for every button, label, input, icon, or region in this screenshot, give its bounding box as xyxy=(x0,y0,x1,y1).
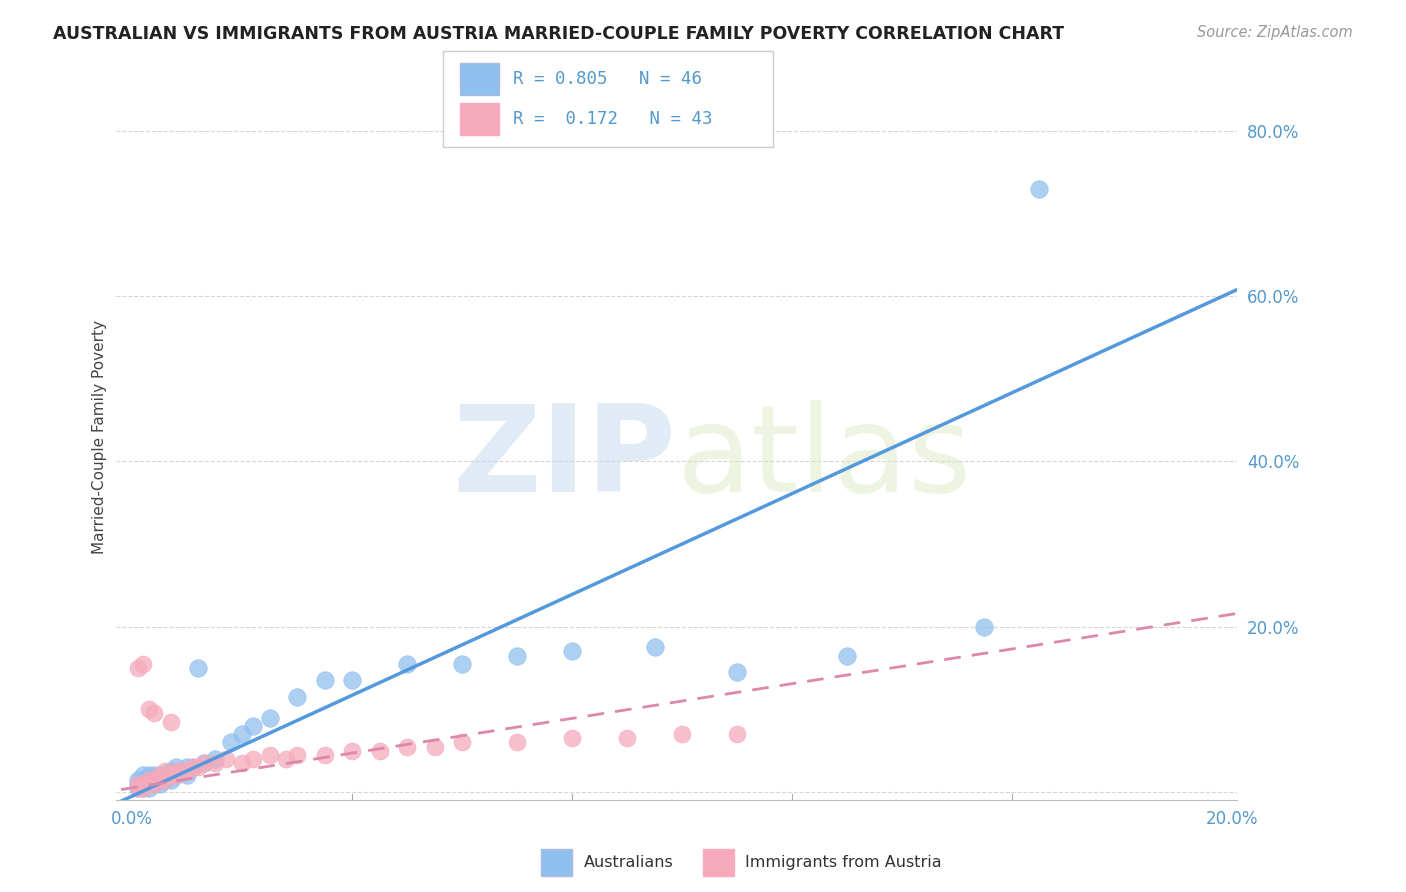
Point xyxy=(181,760,204,774)
Point xyxy=(149,777,172,791)
Point xyxy=(127,661,149,675)
Point xyxy=(314,747,336,762)
Point xyxy=(165,768,187,782)
Point xyxy=(193,756,215,770)
Point xyxy=(143,777,166,791)
Point xyxy=(149,768,172,782)
Point xyxy=(204,756,226,770)
Point xyxy=(276,752,298,766)
Point xyxy=(219,735,242,749)
Point xyxy=(340,744,363,758)
Point xyxy=(423,739,446,754)
Point xyxy=(138,772,160,787)
Point xyxy=(506,648,529,663)
Point xyxy=(153,764,176,779)
Point xyxy=(176,760,198,774)
Point xyxy=(132,657,155,671)
Point xyxy=(153,768,176,782)
Point xyxy=(451,735,474,749)
Point xyxy=(143,777,166,791)
Point xyxy=(973,620,995,634)
Text: ZIP: ZIP xyxy=(453,400,676,517)
Point xyxy=(127,777,149,791)
Point xyxy=(259,710,281,724)
Point xyxy=(149,768,172,782)
Text: R = 0.805   N = 46: R = 0.805 N = 46 xyxy=(513,70,702,88)
Point xyxy=(132,777,155,791)
Point xyxy=(159,772,181,787)
Point xyxy=(149,772,172,787)
Point xyxy=(159,768,181,782)
Point xyxy=(127,777,149,791)
Point xyxy=(231,727,253,741)
Point xyxy=(368,744,391,758)
Point xyxy=(644,640,666,655)
Point xyxy=(231,756,253,770)
Point xyxy=(165,760,187,774)
Point xyxy=(193,756,215,770)
Point xyxy=(835,648,858,663)
Point xyxy=(143,706,166,721)
Point xyxy=(451,657,474,671)
Point xyxy=(143,768,166,782)
Point xyxy=(396,739,419,754)
Point xyxy=(187,661,209,675)
Point xyxy=(138,777,160,791)
Point xyxy=(138,780,160,795)
Point xyxy=(285,747,308,762)
Point xyxy=(143,772,166,787)
Point xyxy=(204,752,226,766)
Point xyxy=(138,777,160,791)
Point xyxy=(138,768,160,782)
Point xyxy=(143,772,166,787)
Text: atlas: atlas xyxy=(676,400,972,517)
Point xyxy=(132,780,155,795)
Text: Australians: Australians xyxy=(583,855,673,870)
Point xyxy=(725,727,748,741)
Point xyxy=(340,673,363,688)
Text: AUSTRALIAN VS IMMIGRANTS FROM AUSTRIA MARRIED-COUPLE FAMILY POVERTY CORRELATION : AUSTRALIAN VS IMMIGRANTS FROM AUSTRIA MA… xyxy=(53,25,1064,43)
Point xyxy=(138,702,160,716)
Point xyxy=(671,727,693,741)
Point xyxy=(214,752,236,766)
Point xyxy=(181,760,204,774)
Point xyxy=(153,772,176,787)
Point xyxy=(132,777,155,791)
Text: Source: ZipAtlas.com: Source: ZipAtlas.com xyxy=(1197,25,1353,40)
Point xyxy=(127,780,149,795)
Point xyxy=(176,768,198,782)
Point xyxy=(153,772,176,787)
Text: Immigrants from Austria: Immigrants from Austria xyxy=(745,855,942,870)
Point xyxy=(127,780,149,795)
Point xyxy=(159,764,181,779)
Point xyxy=(127,772,149,787)
Point xyxy=(165,764,187,779)
Point xyxy=(725,665,748,680)
Point xyxy=(170,764,193,779)
Point xyxy=(176,764,198,779)
Point xyxy=(187,760,209,774)
Point xyxy=(285,690,308,704)
Point xyxy=(132,780,155,795)
Point xyxy=(1028,182,1050,196)
Point xyxy=(561,731,583,746)
Point xyxy=(561,644,583,658)
Point xyxy=(132,768,155,782)
Point xyxy=(138,772,160,787)
Point xyxy=(616,731,638,746)
Point xyxy=(132,772,155,787)
Point xyxy=(259,747,281,762)
Point xyxy=(314,673,336,688)
Point xyxy=(396,657,419,671)
Text: R =  0.172   N = 43: R = 0.172 N = 43 xyxy=(513,110,713,128)
Point xyxy=(170,764,193,779)
Point xyxy=(242,719,264,733)
Y-axis label: Married-Couple Family Poverty: Married-Couple Family Poverty xyxy=(93,319,107,554)
Point xyxy=(242,752,264,766)
Point xyxy=(165,768,187,782)
Point xyxy=(149,772,172,787)
Point xyxy=(159,714,181,729)
Point xyxy=(506,735,529,749)
